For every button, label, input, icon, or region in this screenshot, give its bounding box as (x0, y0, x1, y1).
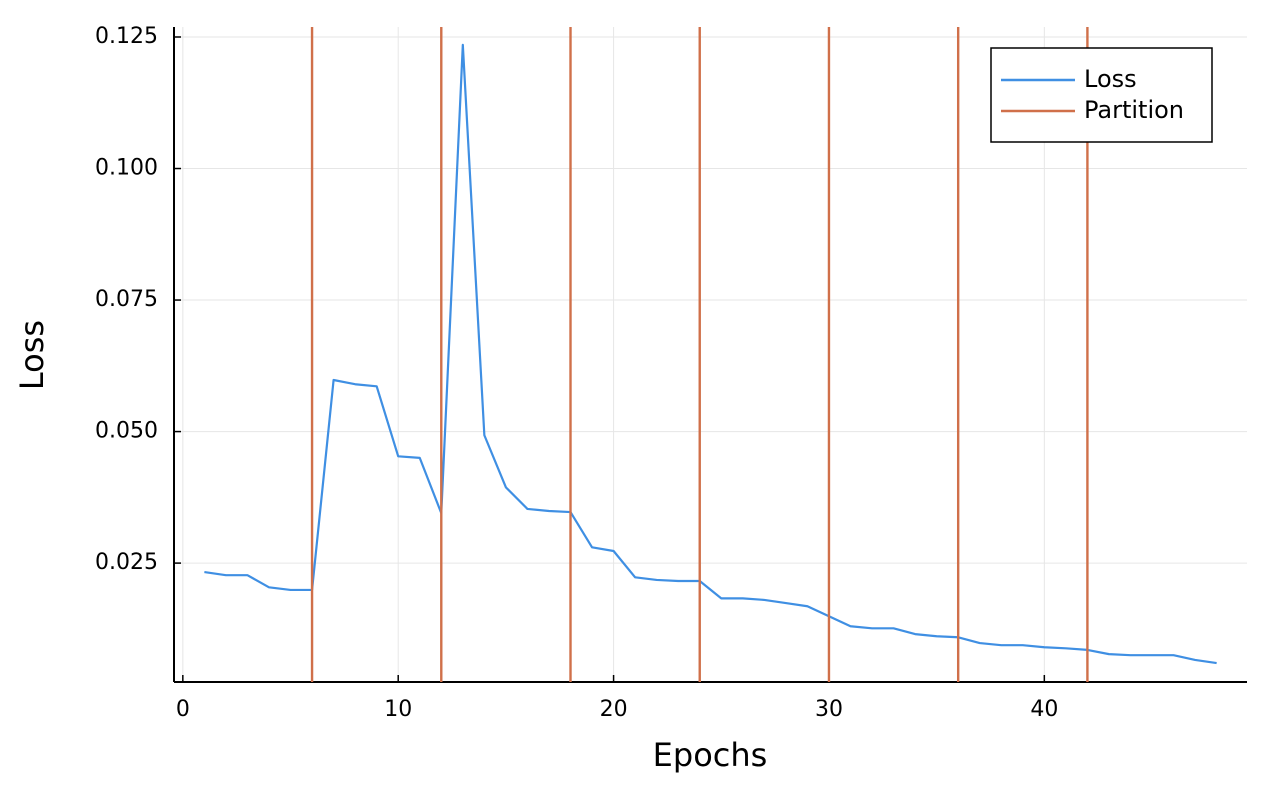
x-tick-label: 10 (384, 697, 412, 722)
y-tick-label: 0.125 (95, 24, 158, 49)
x-tick-label: 30 (815, 697, 843, 722)
y-tick-label: 0.075 (95, 287, 158, 312)
x-tick-label: 20 (600, 697, 628, 722)
x-tick-label: 0 (176, 697, 190, 722)
x-axis-title: Epochs (653, 736, 768, 774)
y-tick-label: 0.025 (95, 550, 158, 575)
y-tick-label: 0.050 (95, 419, 158, 444)
legend-box (990, 47, 1213, 143)
y-tick-label: 0.100 (95, 156, 158, 181)
x-tick-label: 40 (1030, 697, 1058, 722)
legend-label: Loss (1084, 65, 1137, 93)
y-axis-title: Loss (13, 320, 51, 390)
loss-line (204, 43, 1217, 665)
legend-label: Partition (1084, 96, 1184, 124)
